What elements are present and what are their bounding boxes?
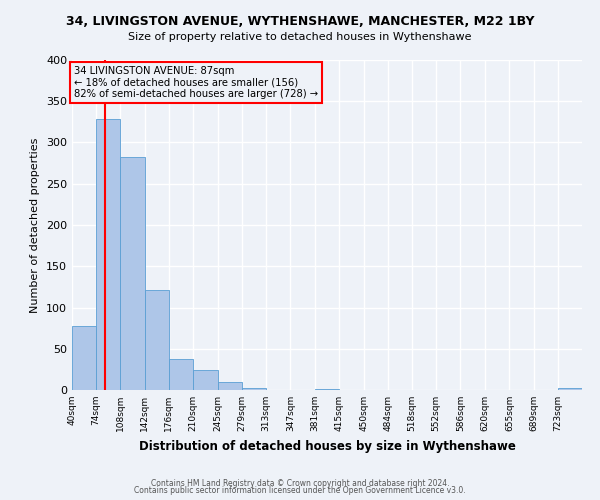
Bar bbox=[169, 360, 193, 390]
Text: 34 LIVINGSTON AVENUE: 87sqm
← 18% of detached houses are smaller (156)
82% of se: 34 LIVINGSTON AVENUE: 87sqm ← 18% of det… bbox=[74, 66, 318, 99]
X-axis label: Distribution of detached houses by size in Wythenshawe: Distribution of detached houses by size … bbox=[139, 440, 515, 452]
Y-axis label: Number of detached properties: Number of detached properties bbox=[31, 138, 40, 312]
Bar bbox=[218, 382, 242, 390]
Text: 34, LIVINGSTON AVENUE, WYTHENSHAWE, MANCHESTER, M22 1BY: 34, LIVINGSTON AVENUE, WYTHENSHAWE, MANC… bbox=[66, 15, 534, 28]
Bar bbox=[72, 326, 96, 390]
Bar bbox=[96, 118, 121, 390]
Bar bbox=[242, 388, 266, 390]
Bar bbox=[193, 370, 218, 390]
Bar bbox=[314, 389, 339, 390]
Text: Size of property relative to detached houses in Wythenshawe: Size of property relative to detached ho… bbox=[128, 32, 472, 42]
Bar bbox=[558, 388, 582, 390]
Bar bbox=[145, 290, 169, 390]
Text: Contains public sector information licensed under the Open Government Licence v3: Contains public sector information licen… bbox=[134, 486, 466, 495]
Text: Contains HM Land Registry data © Crown copyright and database right 2024.: Contains HM Land Registry data © Crown c… bbox=[151, 478, 449, 488]
Bar bbox=[121, 156, 145, 390]
